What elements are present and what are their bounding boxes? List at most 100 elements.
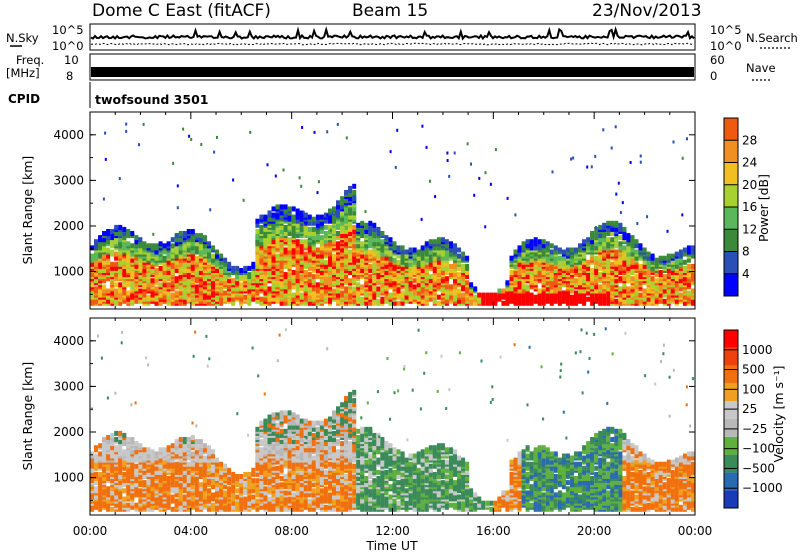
power-cell — [388, 265, 393, 271]
power-cell — [287, 245, 292, 251]
power-cell — [380, 247, 385, 253]
power-cell — [561, 255, 566, 261]
power-cell — [319, 245, 324, 251]
power-cell — [420, 298, 425, 304]
power-cell — [303, 284, 308, 290]
power-cell — [662, 298, 667, 304]
velocity-cell — [239, 482, 244, 488]
velocity-cell — [243, 496, 248, 502]
power-cell — [368, 278, 373, 284]
power-cell — [618, 296, 623, 302]
power-cell — [521, 284, 526, 290]
power-cell — [110, 235, 115, 241]
power-cell — [336, 245, 340, 251]
power-cell — [271, 239, 276, 245]
power-cell — [396, 300, 401, 306]
power-cell — [477, 292, 482, 298]
power-cell — [602, 231, 607, 236]
power-cell — [154, 300, 159, 306]
velocity-cell — [94, 465, 98, 471]
power-cell — [434, 195, 437, 199]
velocity-cell — [263, 439, 268, 445]
power-cell — [134, 255, 139, 261]
power-cell — [626, 251, 631, 257]
power-cell — [634, 249, 639, 255]
power-colorbar-tick-label: 4 — [742, 267, 750, 281]
power-cell — [642, 288, 647, 294]
power-cell — [255, 229, 260, 234]
power-cell — [670, 296, 675, 302]
velocity-cell — [182, 469, 187, 475]
power-cell — [537, 298, 542, 304]
power-cell — [682, 247, 687, 253]
power-cell — [424, 249, 429, 255]
power-cell — [505, 280, 510, 286]
power-cell — [251, 270, 256, 275]
power-cell — [126, 255, 131, 261]
power-cell — [348, 294, 353, 300]
power-cell — [223, 261, 228, 267]
power-cell — [130, 243, 135, 249]
power-cell — [416, 249, 421, 255]
power-cell — [315, 233, 320, 239]
velocity-cell — [255, 490, 260, 496]
power-cell — [279, 300, 284, 306]
power-cell — [453, 284, 457, 290]
power-cell — [336, 208, 340, 214]
power-cell — [170, 253, 175, 259]
power-cell — [336, 231, 340, 236]
power-cell — [473, 193, 476, 197]
power-cell — [340, 247, 345, 253]
velocity-cell — [114, 465, 119, 471]
power-cell — [666, 229, 669, 233]
power-cell — [634, 239, 639, 245]
power-cell — [674, 290, 679, 296]
power-cell — [372, 233, 377, 239]
power-cell — [360, 231, 365, 236]
power-cell — [602, 251, 607, 257]
power-cell — [376, 286, 381, 292]
power-cell — [461, 251, 466, 257]
velocity-cell — [130, 463, 135, 469]
power-cell — [691, 288, 695, 294]
power-cell — [565, 247, 570, 253]
velocity-cell — [102, 502, 107, 508]
power-cell — [344, 206, 349, 212]
power-cell — [501, 300, 506, 306]
power-cell — [170, 286, 175, 292]
power-cell — [578, 284, 582, 290]
power-cell — [541, 257, 546, 263]
power-cell — [691, 276, 695, 282]
velocity-cell — [202, 490, 207, 496]
power-cell — [533, 259, 538, 265]
power-cell — [283, 296, 288, 302]
power-cell — [114, 298, 119, 304]
power-cell — [396, 245, 401, 251]
power-cell — [311, 226, 316, 232]
velocity-cell — [190, 435, 195, 440]
power-cell — [662, 255, 667, 261]
power-cell — [412, 247, 417, 253]
velocity-cell — [231, 504, 236, 510]
power-cell — [368, 249, 373, 255]
velocity-cell — [231, 500, 236, 506]
velocity-cell — [202, 476, 207, 481]
power-cell — [251, 284, 256, 290]
velocity-cell — [110, 432, 115, 438]
power-cell — [372, 294, 377, 300]
power-cell — [118, 282, 123, 288]
power-cell — [457, 272, 461, 278]
power-cell — [425, 145, 428, 149]
power-cell — [473, 300, 478, 306]
power-cell — [666, 268, 671, 273]
velocity-cell — [202, 461, 207, 467]
velocity-cell — [122, 432, 127, 438]
power-cell — [551, 170, 554, 174]
power-cell — [138, 288, 143, 294]
velocity-cell — [174, 445, 179, 451]
power-cell — [364, 233, 369, 239]
power-cell — [295, 265, 300, 271]
power-cell — [678, 253, 683, 259]
power-cell — [376, 237, 381, 243]
power-cell — [104, 157, 107, 161]
